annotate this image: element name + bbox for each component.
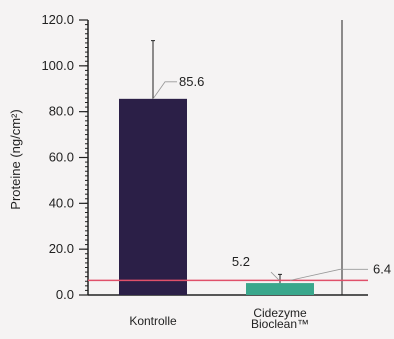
y-tick-label: 40.0 — [49, 195, 74, 210]
value-label: 85.6 — [179, 74, 204, 89]
reference-label-leader — [289, 268, 368, 281]
y-tick-label: 60.0 — [49, 150, 74, 165]
error-bars — [151, 40, 282, 284]
value-label: 5.2 — [232, 254, 250, 269]
y-tick-label: 100.0 — [41, 58, 74, 73]
reference-line-group: 6.4 — [88, 261, 391, 282]
x-tick-label: Cidezyme — [253, 306, 307, 320]
axes: 0.0 20.0 40.0 60.0 80.0 100.0 120.0 — [41, 12, 368, 302]
bar — [119, 98, 187, 295]
value-label-leader — [270, 271, 280, 281]
x-tick-label: Bioclean™ — [251, 317, 309, 331]
value-label-leader — [152, 81, 177, 100]
y-axis-label: Proteine (ng/cm²) — [8, 109, 23, 209]
reference-label: 6.4 — [373, 261, 391, 276]
y-tick-label: 20.0 — [49, 241, 74, 256]
x-tick-label: Kontrolle — [129, 314, 177, 328]
y-tick-label: 80.0 — [49, 104, 74, 119]
bar — [246, 283, 314, 295]
y-tick-label: 0.0 — [56, 287, 74, 302]
bars — [119, 98, 314, 295]
y-tick-label: 120.0 — [41, 12, 74, 27]
data-labels: 85.6 5.2 — [152, 74, 280, 281]
